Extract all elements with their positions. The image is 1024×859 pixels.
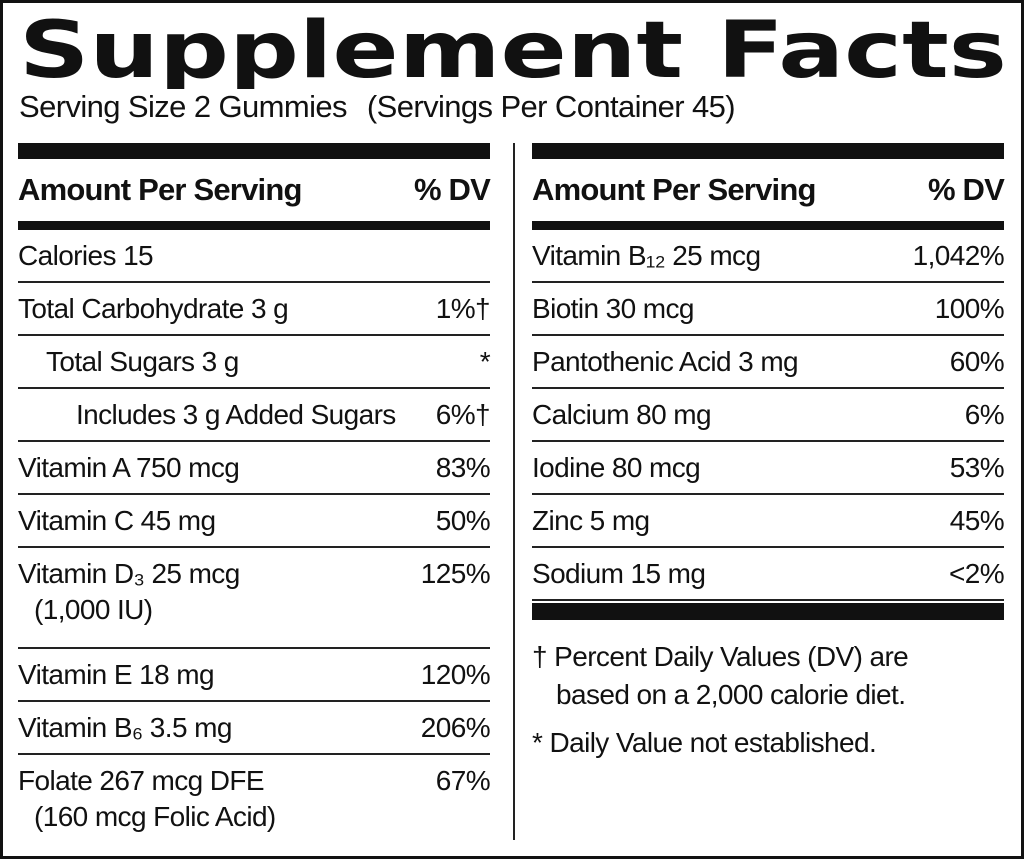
thick-bar	[532, 603, 1004, 620]
serving-line: Serving Size 2 Gummies (Servings Per Cont…	[19, 89, 736, 125]
nutrient: Total Carbohydrate 3 g	[18, 293, 289, 325]
nutrient-name: Vitamin C 45 mg	[18, 505, 216, 536]
header-dv: % DV	[927, 172, 1005, 207]
nutrient: Biotin 30 mcg	[532, 293, 694, 325]
nutrient-name: Includes 3 g Added Sugars	[76, 399, 396, 430]
nutrient-row: Pantothenic Acid 3 mg 60%	[532, 336, 1005, 389]
nutrient: Pantothenic Acid 3 mg	[532, 346, 799, 378]
nutrient-name: Folate 267 mcg DFE	[18, 765, 265, 796]
nutrient-row: Includes 3 g Added Sugars 6%†	[18, 389, 491, 442]
daily-value: <2%	[948, 558, 1005, 589]
nutrient-row: Total Sugars 3 g *	[18, 336, 491, 389]
nutrient-row: Vitamin D₃ 25 mcg (1,000 IU) 125%	[18, 548, 491, 649]
header-dv: % DV	[413, 172, 491, 207]
nutrient-row: Iodine 80 mcg 53%	[532, 442, 1005, 495]
nutrient-name: Biotin 30 mcg	[532, 293, 694, 324]
nutrient-row: Vitamin B₆ 3.5 mg 206%	[18, 702, 491, 755]
nutrient: Vitamin E 18 mg	[18, 659, 215, 691]
nutrient-name: Calcium 80 mg	[532, 399, 712, 430]
nutrient: Vitamin A 750 mcg	[18, 452, 240, 484]
header-amount: Amount Per Serving	[532, 172, 816, 207]
daily-value: 50%	[435, 505, 491, 536]
nutrient: Calories 15	[18, 240, 154, 272]
servings-per-container: (Servings Per Container 45)	[366, 89, 736, 124]
nutrient-name: Calories 15	[18, 240, 154, 271]
nutrient: Vitamin C 45 mg	[18, 505, 216, 537]
daily-value: 1%†	[435, 293, 491, 324]
nutrient: Sodium 15 mg	[532, 558, 706, 590]
nutrient: Vitamin D₃ 25 mcg (1,000 IU)	[18, 558, 240, 626]
nutrient-name: Sodium 15 mg	[532, 558, 706, 589]
daily-value: 83%	[435, 452, 491, 483]
nutrient-row: Vitamin C 45 mg 50%	[18, 495, 491, 548]
title-box: Supplement Facts	[19, 13, 1007, 89]
footnote: * Daily Value not established.	[532, 727, 877, 758]
rows: Vitamin B₁₂ 25 mcg 1,042% Biotin 30 mcg 100…	[532, 230, 1005, 601]
title: Supplement Facts	[19, 13, 1007, 89]
nutrient-row: Vitamin A 750 mcg 83%	[18, 442, 491, 495]
daily-value: *	[479, 346, 491, 377]
header-amount: Amount Per Serving	[18, 172, 302, 207]
nutrient-name: Vitamin B₁₂ 25 mcg	[532, 240, 761, 271]
nutrient-row: Sodium 15 mg <2%	[532, 548, 1005, 601]
daily-value: 67%	[435, 765, 491, 796]
daily-value: 100%	[934, 293, 1005, 324]
nutrient: Folate 267 mcg DFE (160 mcg Folic Acid)	[18, 765, 276, 833]
nutrient-name: Total Sugars 3 g	[46, 346, 239, 377]
nutrient-name: Total Carbohydrate 3 g	[18, 293, 289, 324]
nutrient-row: Vitamin B₁₂ 25 mcg 1,042%	[532, 230, 1005, 283]
nutrient: Calcium 80 mg	[532, 399, 712, 431]
nutrient-name: Vitamin A 750 mcg	[18, 452, 240, 483]
daily-value: 120%	[420, 659, 491, 690]
column-divider	[513, 143, 515, 840]
nutrient: Iodine 80 mcg	[532, 452, 701, 484]
daily-value: 60%	[949, 346, 1005, 377]
nutrient-row: Calories 15	[18, 230, 490, 283]
rows: Calories 15 Total Carbohydrate 3 g 1%† Tota…	[18, 230, 491, 850]
nutrient: Vitamin B₁₂ 25 mcg	[532, 240, 761, 272]
bar	[532, 221, 1004, 230]
header: Amount Per Serving % DV	[18, 159, 491, 221]
daily-value: 125%	[420, 558, 491, 589]
header: Amount Per Serving % DV	[532, 159, 1005, 221]
nutrient-name: Vitamin E 18 mg	[18, 659, 215, 690]
nutrient: Vitamin B₆ 3.5 mg	[18, 712, 232, 744]
daily-value: 1,042%	[912, 240, 1005, 271]
nutrient: Zinc 5 mg	[532, 505, 650, 537]
daily-value: 206%	[420, 712, 491, 743]
right-column: Amount Per Serving % DV Vitamin B₁₂ 25 mc…	[532, 143, 1005, 762]
daily-value: 6%†	[435, 399, 491, 430]
nutrient-row: Biotin 30 mcg 100%	[532, 283, 1005, 336]
daily-value: 53%	[949, 452, 1005, 483]
nutrient-name: Pantothenic Acid 3 mg	[532, 346, 799, 377]
nutrient-name: Vitamin B₆ 3.5 mg	[18, 712, 232, 743]
nutrient-note: (160 mcg Folic Acid)	[34, 801, 276, 832]
nutrient-name: Zinc 5 mg	[532, 505, 650, 536]
thick-bar	[532, 143, 1004, 159]
nutrient-row: Folate 267 mcg DFE (160 mcg Folic Acid) 67…	[18, 755, 491, 850]
serving-size: Serving Size 2 Gummies	[19, 89, 348, 124]
nutrient-note: (1,000 IU)	[34, 594, 153, 625]
daily-value: 6%	[964, 399, 1005, 430]
nutrient: Total Sugars 3 g	[18, 346, 239, 378]
bar	[18, 221, 490, 230]
thick-bar	[18, 143, 490, 159]
footnote: † Percent Daily Values (DV) are based on…	[532, 641, 909, 710]
left-column: Amount Per Serving % DV Calories 15 Total …	[18, 143, 491, 850]
nutrient-row: Vitamin E 18 mg 120%	[18, 649, 491, 702]
nutrient-name: Iodine 80 mcg	[532, 452, 701, 483]
nutrient-row: Total Carbohydrate 3 g 1%†	[18, 283, 491, 336]
daily-value: 45%	[949, 505, 1005, 536]
nutrient-row: Zinc 5 mg 45%	[532, 495, 1005, 548]
nutrient-row: Calcium 80 mg 6%	[532, 389, 1005, 442]
nutrient-name: Vitamin D₃ 25 mcg	[18, 558, 240, 589]
nutrient: Includes 3 g Added Sugars	[18, 399, 396, 431]
